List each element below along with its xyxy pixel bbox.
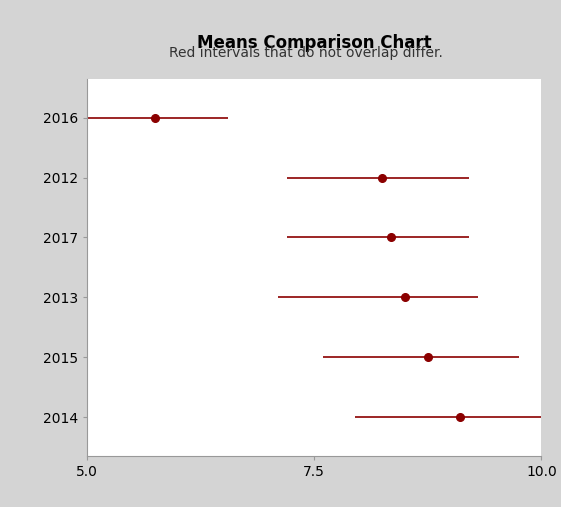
- Text: Red intervals that do not overlap differ.: Red intervals that do not overlap differ…: [169, 46, 443, 60]
- Title: Means Comparison Chart: Means Comparison Chart: [197, 34, 431, 52]
